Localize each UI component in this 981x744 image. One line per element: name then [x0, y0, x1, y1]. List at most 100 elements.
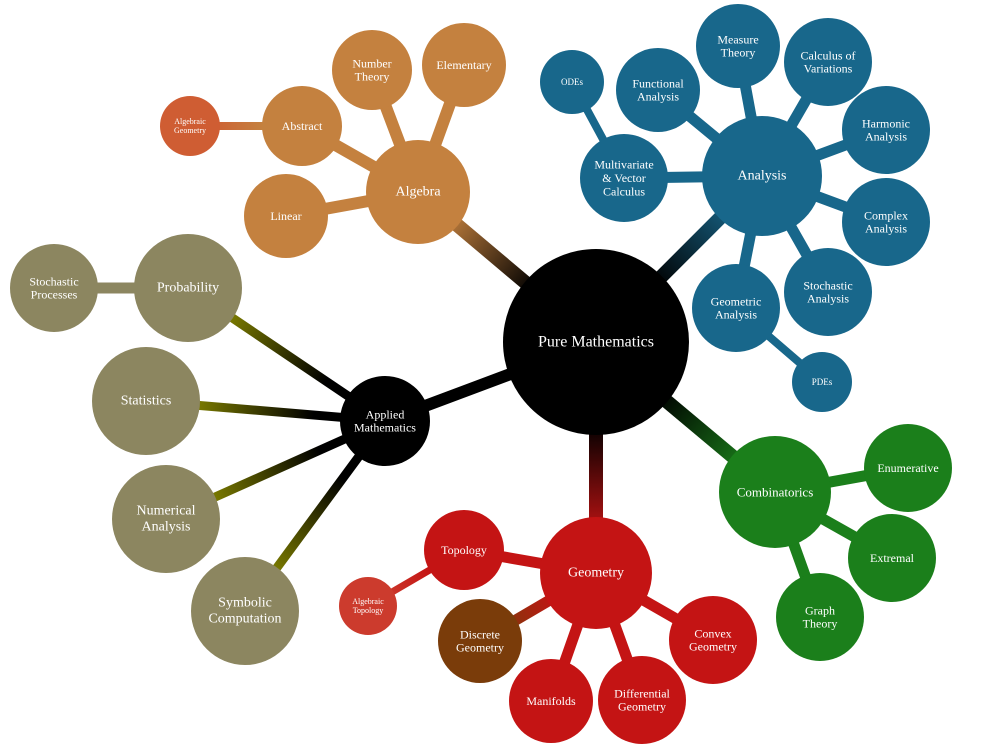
- node-label: Algebraic: [174, 117, 206, 126]
- node-label: Statistics: [121, 394, 172, 409]
- node-label: Linear: [270, 209, 301, 223]
- node-algebra: Algebra: [366, 140, 470, 244]
- node-linear: Linear: [244, 174, 328, 258]
- node-label: Calculus: [603, 184, 645, 198]
- node-label: Differential: [614, 686, 670, 700]
- node-label: Convex: [694, 626, 731, 640]
- node-label: Topology: [353, 606, 384, 615]
- node-label: Manifolds: [526, 694, 576, 708]
- node-circle: [784, 18, 872, 106]
- node-abstract: Abstract: [262, 86, 342, 166]
- node-circle: [10, 244, 98, 332]
- node-enumerative: Enumerative: [864, 424, 952, 512]
- node-circle: [332, 30, 412, 110]
- node-circle: [424, 510, 504, 590]
- node-circle: [864, 424, 952, 512]
- node-extremal: Extremal: [848, 514, 936, 602]
- node-circle: [244, 174, 328, 258]
- node-circle: [366, 140, 470, 244]
- node-elementary: Elementary: [422, 23, 506, 107]
- node-label: Analysis: [807, 292, 849, 306]
- node-label: Complex: [864, 208, 908, 222]
- node-label: Analysis: [738, 169, 787, 184]
- node-circle: [598, 656, 686, 744]
- node-label: Graph: [805, 603, 835, 617]
- node-circle: [616, 48, 700, 132]
- node-circle: [669, 596, 757, 684]
- node-label: Applied: [366, 407, 405, 421]
- node-label: Geometry: [618, 700, 666, 714]
- node-circle: [191, 557, 299, 665]
- node-circle: [262, 86, 342, 166]
- nodes-layer: Pure MathematicsAlgebraNumberTheoryEleme…: [10, 4, 952, 744]
- node-label: ODEs: [561, 77, 583, 87]
- node-label: PDEs: [812, 377, 833, 387]
- node-circle: [112, 465, 220, 573]
- node-label: Algebraic: [352, 597, 384, 606]
- node-combinatorics: Combinatorics: [719, 436, 831, 548]
- node-label: Theory: [355, 70, 390, 84]
- node-circle: [422, 23, 506, 107]
- node-circle: [339, 577, 397, 635]
- node-label: Numerical: [136, 504, 195, 519]
- node-circle: [503, 249, 689, 435]
- node-label: Extremal: [870, 551, 915, 565]
- node-label: Variations: [804, 62, 853, 76]
- node-label: Multivariate: [594, 158, 653, 172]
- node-label: Analysis: [637, 90, 679, 104]
- node-circle: [540, 50, 604, 114]
- node-circle: [540, 517, 652, 629]
- node-circle: [509, 659, 593, 743]
- node-label: Number: [352, 56, 391, 70]
- node-pdes: PDEs: [792, 352, 852, 412]
- node-circle: [842, 178, 930, 266]
- node-label: Algebra: [395, 185, 441, 200]
- node-circle: [792, 352, 852, 412]
- node-circle: [160, 96, 220, 156]
- node-label: Pure Mathematics: [538, 334, 654, 351]
- node-label: Analysis: [865, 130, 907, 144]
- node-label: Harmonic: [862, 116, 910, 130]
- node-label: Geometry: [456, 641, 504, 655]
- node-label: Combinatorics: [737, 485, 814, 500]
- node-label: Stochastic: [803, 278, 852, 292]
- node-label: Computation: [208, 611, 281, 626]
- node-label: Topology: [441, 543, 487, 557]
- node-manifolds: Manifolds: [509, 659, 593, 743]
- node-circle: [692, 264, 780, 352]
- node-circle: [134, 234, 242, 342]
- node-label: Theory: [721, 46, 756, 60]
- node-statistics: Statistics: [92, 347, 200, 455]
- node-label: Probability: [157, 281, 219, 296]
- node-odes: ODEs: [540, 50, 604, 114]
- node-root: Pure Mathematics: [503, 249, 689, 435]
- node-label: Geometry: [689, 640, 737, 654]
- node-label: Abstract: [282, 119, 323, 133]
- node-label: Functional: [632, 76, 684, 90]
- node-label: Geometric: [711, 294, 762, 308]
- node-label: Analysis: [715, 308, 757, 322]
- node-label: Discrete: [460, 627, 500, 641]
- node-label: Elementary: [436, 58, 491, 72]
- node-circle: [784, 248, 872, 336]
- node-label: Geometry: [568, 566, 624, 581]
- node-circle: [848, 514, 936, 602]
- node-label: Analysis: [865, 222, 907, 236]
- node-label: & Vector: [602, 171, 645, 185]
- node-circle: [776, 573, 864, 661]
- node-circle: [696, 4, 780, 88]
